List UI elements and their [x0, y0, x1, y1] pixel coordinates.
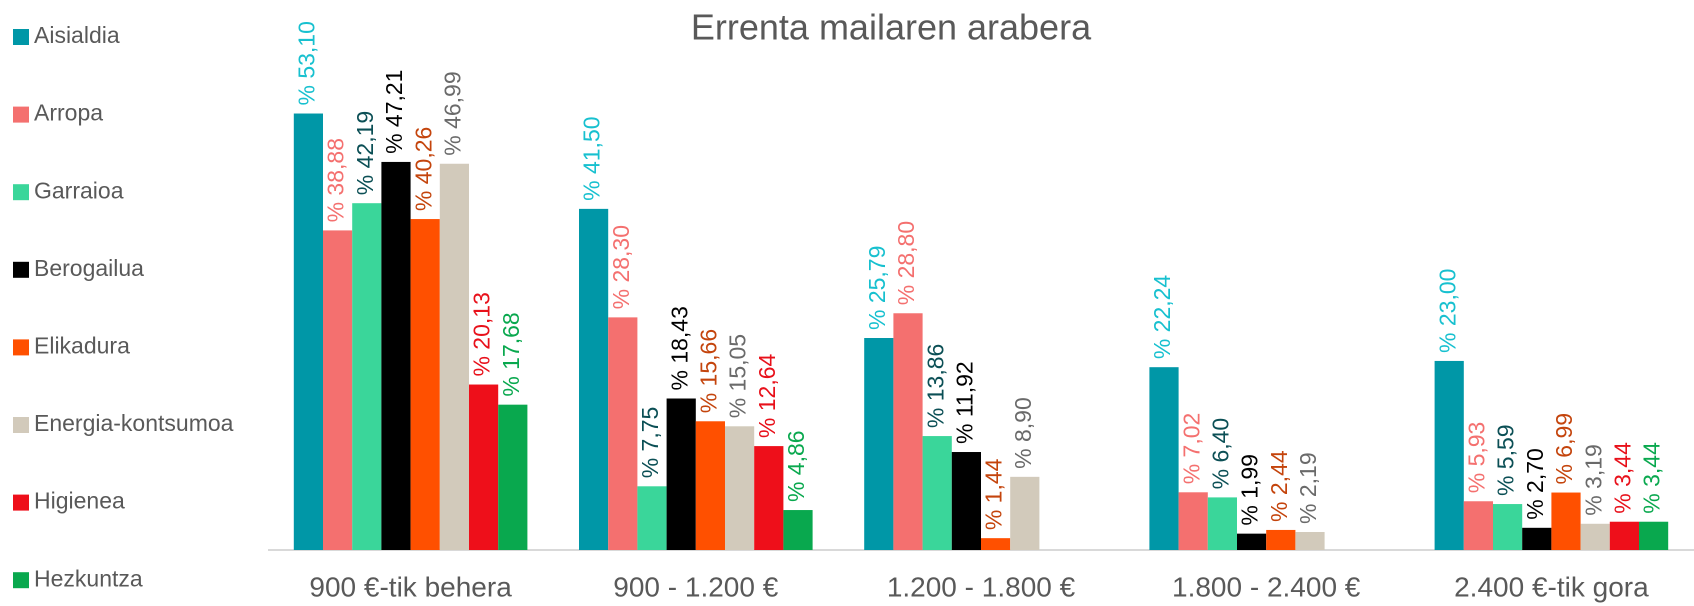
data-label: % 40,26 [410, 127, 436, 211]
bar [381, 161, 411, 550]
data-label: % 53,10 [293, 21, 319, 105]
bar [1463, 501, 1493, 550]
legend-label: Arropa [34, 100, 103, 126]
data-label: % 42,19 [352, 111, 378, 195]
data-label: % 38,88 [323, 138, 349, 222]
legend-label: Elikadura [34, 332, 130, 358]
data-label: % 23,00 [1434, 269, 1460, 353]
data-label: % 3,44 [1609, 442, 1635, 514]
legend-label: Aisialdia [34, 22, 120, 48]
bar [1580, 523, 1610, 550]
bar [323, 230, 353, 550]
data-label: % 25,79 [864, 246, 890, 330]
bar [1434, 360, 1464, 550]
legend-label: Garraioa [34, 177, 124, 203]
legend-swatch [13, 106, 29, 123]
data-label: % 17,68 [498, 312, 524, 396]
data-label: % 2,70 [1522, 448, 1548, 520]
legend-label: Berogailua [34, 255, 144, 281]
x-tick-label: 1.200 - 1.800 € [887, 571, 1076, 602]
bar [579, 208, 609, 550]
bar [1609, 521, 1639, 550]
bar [783, 510, 813, 550]
data-label: % 47,21 [381, 70, 407, 154]
bar [608, 317, 638, 550]
legend-swatch [13, 494, 29, 511]
legend-swatch [13, 261, 29, 278]
bar [922, 436, 952, 550]
data-label: % 1,44 [981, 458, 1007, 530]
bar [754, 446, 784, 550]
legend-swatch [13, 572, 29, 589]
data-label: % 6,99 [1551, 413, 1577, 485]
data-label: % 3,44 [1639, 442, 1665, 514]
bar [981, 538, 1011, 550]
bar [1295, 531, 1325, 550]
data-label: % 1,99 [1237, 454, 1263, 526]
bar [1551, 492, 1581, 550]
bar [439, 163, 469, 551]
data-label: % 12,64 [754, 353, 780, 438]
x-tick-label: 900 - 1.200 € [613, 571, 778, 602]
data-label: % 6,40 [1207, 418, 1233, 490]
data-label: % 2,19 [1295, 452, 1321, 524]
data-label: % 13,86 [922, 344, 948, 428]
data-label: % 46,99 [439, 71, 465, 155]
bar [352, 203, 382, 551]
data-label: % 3,19 [1580, 444, 1606, 516]
bar [469, 384, 499, 550]
bar [410, 219, 440, 550]
x-tick-label: 1.800 - 2.400 € [1172, 571, 1361, 602]
legend-swatch [13, 417, 29, 433]
legend-swatch [13, 29, 29, 45]
x-tick-label: 2.400 €-tik gora [1454, 571, 1649, 602]
data-label: % 4,86 [783, 430, 809, 502]
data-label: % 20,13 [469, 292, 495, 376]
data-label: % 28,80 [893, 221, 919, 305]
data-label: % 5,93 [1463, 422, 1489, 494]
bar [1266, 529, 1296, 550]
legend-swatch [13, 184, 29, 201]
legend-label: Energia-kontsumoa [34, 410, 234, 436]
bar [864, 338, 894, 550]
chart-title: Errenta mailaren arabera [691, 7, 1092, 48]
data-label: % 7,02 [1178, 413, 1204, 485]
data-label: % 28,30 [608, 225, 634, 309]
bar [1522, 527, 1552, 550]
bar [1149, 367, 1179, 550]
bar [893, 313, 923, 550]
data-label: % 8,90 [1010, 397, 1036, 469]
data-label: % 11,92 [951, 361, 977, 444]
data-label: % 22,24 [1149, 275, 1175, 360]
data-label: % 5,59 [1493, 424, 1519, 496]
bar [725, 426, 755, 550]
bar [1493, 504, 1523, 550]
data-label: % 2,44 [1266, 450, 1292, 522]
legend-label: Higienea [34, 488, 125, 514]
bar [1639, 521, 1669, 550]
data-label: % 7,75 [637, 407, 663, 479]
bar [1178, 492, 1208, 550]
legend-label: Hezkuntza [34, 565, 143, 591]
bar [1207, 497, 1237, 550]
bar [1237, 533, 1267, 550]
x-tick-label: 900 €-tik behera [309, 571, 512, 602]
data-label: % 15,66 [695, 329, 721, 413]
data-label: % 41,50 [579, 116, 605, 200]
bar [637, 486, 667, 550]
bar [951, 452, 981, 550]
bar [293, 113, 323, 550]
legend-swatch [13, 339, 29, 356]
data-label: % 15,05 [725, 334, 751, 418]
bar [666, 398, 696, 550]
bar [498, 404, 528, 550]
bar [1010, 476, 1040, 550]
bar [695, 421, 725, 550]
data-label: % 18,43 [666, 306, 692, 390]
